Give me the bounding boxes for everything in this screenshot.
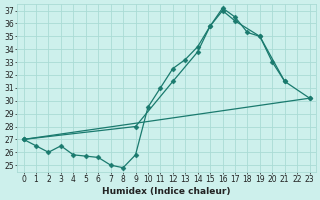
- X-axis label: Humidex (Indice chaleur): Humidex (Indice chaleur): [102, 187, 231, 196]
